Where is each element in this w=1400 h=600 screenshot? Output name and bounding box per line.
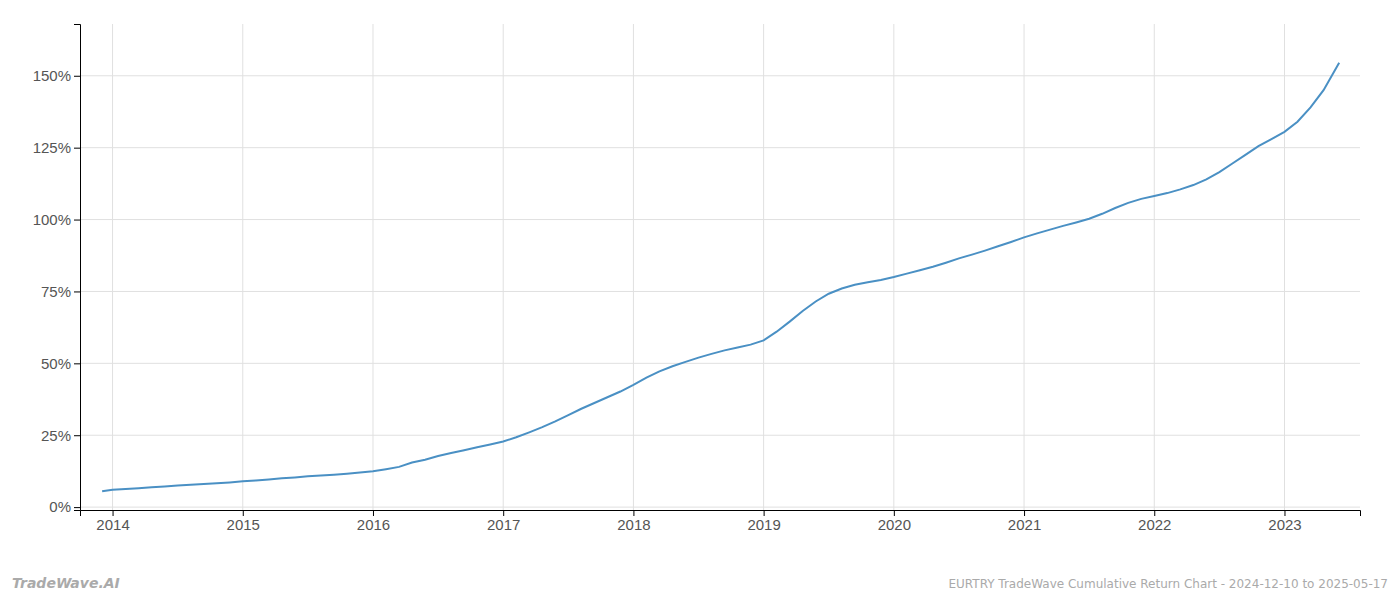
x-tick: 2015 <box>227 510 260 533</box>
y-axis: 0% 25% 50% 75% 100% 125% 150% <box>33 25 81 516</box>
title: EURTRY TradeWave Cumulative Return Chart… <box>948 577 1388 591</box>
grid-line-x <box>1024 24 1025 510</box>
x-tick: 2023 <box>1268 510 1301 533</box>
grid-line-y <box>80 219 1360 220</box>
grid-line-y <box>80 147 1360 148</box>
grid-line-y <box>80 75 1360 76</box>
grid-line-x <box>1284 24 1285 510</box>
grid-line-y <box>80 507 1360 508</box>
x-tick-label: 2021 <box>1008 516 1041 533</box>
y-tick-label: 100% <box>33 211 71 228</box>
x-tick-label: 2019 <box>747 516 780 533</box>
y-tick-mark <box>74 220 80 221</box>
y-tick-mark <box>74 507 80 508</box>
grid-line-y <box>80 291 1360 292</box>
y-tick-mark <box>74 363 80 364</box>
y-tick: 25% <box>41 427 80 444</box>
grid-line-x <box>1154 24 1155 510</box>
chart: 2014 2015 2016 2017 2018 2019 2020 2021 2022 2023… <box>0 0 1400 600</box>
grid-line-x <box>503 24 504 510</box>
y-tick-label: 0% <box>49 498 71 515</box>
x-tick-label: 2022 <box>1138 516 1171 533</box>
y-tick: 150% <box>33 67 80 84</box>
grid-line-x <box>372 24 373 510</box>
data-line <box>102 63 1339 491</box>
grid <box>80 24 1360 510</box>
x-tick-label: 2014 <box>96 516 129 533</box>
y-tick: 125% <box>33 139 80 156</box>
y-axis-line <box>74 25 81 511</box>
y-tick-mark <box>74 148 80 149</box>
x-axis: 2014 2015 2016 2017 2018 2019 2020 2021 2022 2023 <box>81 510 1361 533</box>
grid-line-y <box>80 363 1360 364</box>
plot-area <box>102 63 1339 491</box>
x-tick-label: 2015 <box>227 516 260 533</box>
y-tick-label: 50% <box>41 355 71 372</box>
x-tick: 2020 <box>878 510 911 533</box>
grid-line-x <box>112 24 113 510</box>
y-tick-label: 150% <box>33 67 71 84</box>
y-tick-mark <box>74 435 80 436</box>
x-tick: 2022 <box>1138 510 1171 533</box>
x-tick: 2021 <box>1008 510 1041 533</box>
x-tick-label: 2020 <box>878 516 911 533</box>
y-tick-label: 125% <box>33 139 71 156</box>
y-tick-label: 75% <box>41 283 71 300</box>
x-tick-label: 2017 <box>487 516 520 533</box>
y-tick: 100% <box>33 211 80 228</box>
x-tick: 2018 <box>617 510 650 533</box>
x-tick: 2014 <box>96 510 129 533</box>
x-tick: 2017 <box>487 510 520 533</box>
grid-line-x <box>633 24 634 510</box>
y-tick-label: 25% <box>41 427 71 444</box>
y-tick-mark <box>74 291 80 292</box>
x-tick: 2019 <box>747 510 780 533</box>
grid-line-x <box>893 24 894 510</box>
x-tick-label: 2018 <box>617 516 650 533</box>
x-tick-label: 2023 <box>1268 516 1301 533</box>
y-tick: 50% <box>41 355 80 372</box>
y-tick: 75% <box>41 283 80 300</box>
grid-line-x <box>763 24 764 510</box>
y-tick-mark <box>74 76 80 77</box>
grid-line-x <box>242 24 243 510</box>
watermark: TradeWave.AI <box>12 575 120 591</box>
grid-line-y <box>80 435 1360 436</box>
y-tick: 0% <box>49 498 80 515</box>
x-tick-label: 2016 <box>357 516 390 533</box>
x-tick: 2016 <box>357 510 390 533</box>
